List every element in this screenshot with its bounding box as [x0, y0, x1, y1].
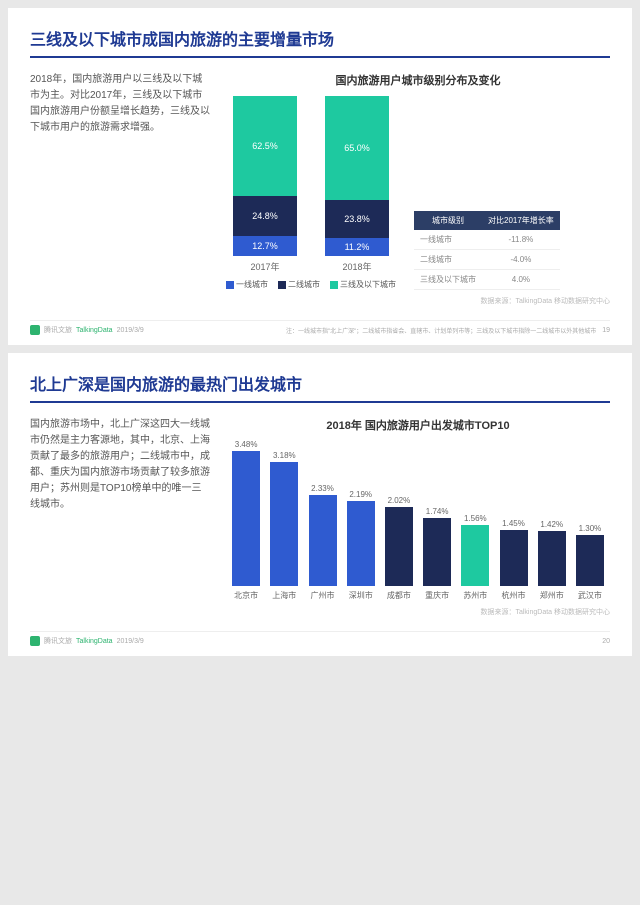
stacked-seg: 12.7% [233, 236, 297, 256]
vbar-wrap: 1.56% 苏州市 [459, 514, 491, 601]
vbar-value: 3.18% [273, 451, 296, 460]
stacked-seg: 24.8% [233, 196, 297, 236]
vbar-label: 深圳市 [349, 590, 373, 601]
stacked-labels: 2017年 2018年 [226, 256, 396, 273]
vbar-label: 郑州市 [540, 590, 564, 601]
slide1-footnote: 注：一线城市指"北上广深"；二线城市指省会、直辖市、计划单列市等；三线及以下城市… [144, 326, 596, 335]
footer-date: 2019/3/9 [117, 327, 144, 334]
sbar-label: 2017年 [233, 260, 297, 273]
stacked-bar: 65.0%23.8%11.2% [325, 96, 389, 256]
slide1-source: 数据来源：TalkingData 移动数据研究中心 [226, 296, 610, 306]
vbar-value: 1.42% [540, 520, 563, 529]
slide-2: 北上广深是国内旅游的最热门出发城市 国内旅游市场中，北上广深这四大一线城市仍然是… [8, 353, 632, 656]
slide2-chart-area: 2018年 国内旅游用户出发城市TOP10 3.48% 北京市 3.18% 上海市 2.… [226, 417, 610, 617]
slide2-chart-title: 2018年 国内旅游用户出发城市TOP10 [226, 417, 610, 433]
vbar [500, 530, 528, 586]
vbar [309, 495, 337, 586]
table-row: 二线城市-4.0% [414, 250, 560, 270]
slide1-chart-title: 国内旅游用户城市级别分布及变化 [226, 72, 610, 88]
stacked-chart: 62.5%24.8%12.7% 65.0%23.8%11.2% [226, 96, 396, 256]
vbar-label: 重庆市 [425, 590, 449, 601]
footer-logo: 腾讯文旅 [44, 325, 72, 335]
footer-date: 2019/3/9 [117, 638, 144, 645]
vbar-value: 3.48% [235, 440, 258, 449]
vbar [385, 507, 413, 586]
vbar-label: 上海市 [272, 590, 296, 601]
slide1-chart-area: 国内旅游用户城市级别分布及变化 62.5%24.8%12.7% 65.0%23.8… [226, 72, 610, 306]
vbar-value: 2.02% [388, 496, 411, 505]
slide2-title: 北上广深是国内旅游的最热门出发城市 [30, 371, 610, 403]
logo-icon [30, 636, 40, 646]
vbar-label: 成都市 [387, 590, 411, 601]
vbar [347, 501, 375, 586]
vbar-wrap: 3.48% 北京市 [230, 440, 262, 601]
vbar-wrap: 1.42% 郑州市 [536, 520, 568, 601]
vbar-label: 广州市 [311, 590, 335, 601]
slide2-body: 国内旅游市场中，北上广深这四大一线城市仍然是主力客源地，其中，北京、上海贡献了最… [30, 417, 610, 617]
th-growth: 对比2017年增长率 [482, 211, 560, 230]
vbar [576, 535, 604, 586]
vbar-value: 1.74% [426, 507, 449, 516]
footer-brand: TalkingData [76, 638, 113, 645]
vbar-value: 2.19% [349, 490, 372, 499]
slide2-desc: 国内旅游市场中，北上广深这四大一线城市仍然是主力客源地，其中，北京、上海贡献了最… [30, 417, 210, 617]
vbar [270, 462, 298, 586]
vbar-label: 杭州市 [502, 590, 526, 601]
bar-chart: 3.48% 北京市 3.18% 上海市 2.33% 广州市 2.19% 深圳市 2.02% 成都市… [226, 441, 610, 601]
vbar-label: 武汉市 [578, 590, 602, 601]
slide1-body: 2018年，国内旅游用户以三线及以下城市为主。对比2017年，三线及以下城市国内… [30, 72, 610, 306]
vbar [461, 525, 489, 586]
legend-item: 一线城市 [226, 279, 268, 290]
vbar-wrap: 2.19% 深圳市 [345, 490, 377, 601]
slide1-footer: 腾讯文旅 TalkingData 2019/3/9 注：一线城市指"北上广深"；… [30, 320, 610, 335]
table-row: 三线及以下城市4.0% [414, 270, 560, 290]
stacked-seg: 65.0% [325, 96, 389, 200]
vbar-wrap: 1.30% 武汉市 [574, 524, 606, 601]
slide1-title: 三线及以下城市成国内旅游的主要增量市场 [30, 26, 610, 58]
page-num: 20 [602, 638, 610, 645]
legend-item: 二线城市 [278, 279, 320, 290]
vbar-value: 1.45% [502, 519, 525, 528]
footer-brand: TalkingData [76, 327, 113, 334]
footer-logo: 腾讯文旅 [44, 636, 72, 646]
legend-item: 三线及以下城市 [330, 279, 396, 290]
stacked-seg: 23.8% [325, 200, 389, 238]
slide-1: 三线及以下城市成国内旅游的主要增量市场 2018年，国内旅游用户以三线及以下城市… [8, 8, 632, 345]
growth-table: 城市级别 对比2017年增长率 一线城市-11.8%二线城市-4.0%三线及以下… [414, 211, 560, 290]
vbar [232, 451, 260, 586]
vbar-wrap: 2.33% 广州市 [306, 484, 338, 601]
vbar-value: 1.56% [464, 514, 487, 523]
vbar-label: 苏州市 [463, 590, 487, 601]
vbar-value: 2.33% [311, 484, 334, 493]
vbar-wrap: 1.45% 杭州市 [497, 519, 529, 601]
slide2-source: 数据来源：TalkingData 移动数据研究中心 [226, 607, 610, 617]
vbar-wrap: 3.18% 上海市 [268, 451, 300, 601]
slide2-footer: 腾讯文旅 TalkingData 2019/3/9 20 [30, 631, 610, 646]
sbar-label: 2018年 [325, 260, 389, 273]
vbar [423, 518, 451, 586]
slide1-desc: 2018年，国内旅游用户以三线及以下城市为主。对比2017年，三线及以下城市国内… [30, 72, 210, 306]
vbar [538, 531, 566, 586]
stacked-legend: 一线城市二线城市三线及以下城市 [226, 279, 396, 290]
vbar-wrap: 2.02% 成都市 [383, 496, 415, 601]
stacked-seg: 62.5% [233, 96, 297, 196]
th-tier: 城市级别 [414, 211, 482, 230]
slide1-stacked-wrap: 62.5%24.8%12.7% 65.0%23.8%11.2% 2017年 2018… [226, 96, 610, 290]
logo-icon [30, 325, 40, 335]
vbar-wrap: 1.74% 重庆市 [421, 507, 453, 601]
vbar-value: 1.30% [579, 524, 602, 533]
page-num: 19 [602, 327, 610, 334]
table-row: 一线城市-11.8% [414, 230, 560, 250]
vbar-label: 北京市 [234, 590, 258, 601]
stacked-bar: 62.5%24.8%12.7% [233, 96, 297, 256]
stacked-seg: 11.2% [325, 238, 389, 256]
